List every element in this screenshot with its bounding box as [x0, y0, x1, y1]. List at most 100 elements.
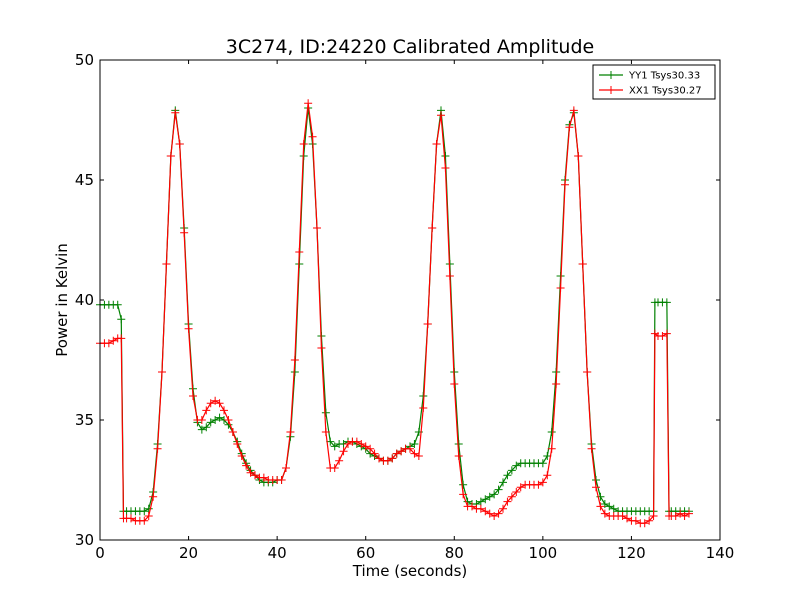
data-point	[476, 504, 485, 513]
data-point	[552, 380, 561, 388]
data-point	[609, 504, 618, 513]
data-point	[211, 396, 220, 405]
data-point	[441, 164, 450, 172]
data-point	[180, 228, 189, 237]
data-point	[680, 512, 689, 520]
data-point	[640, 519, 649, 528]
data-point	[459, 490, 468, 499]
data-point	[494, 485, 503, 494]
data-point	[499, 504, 507, 513]
data-point	[189, 392, 197, 400]
legend-label: XX1 Tsys30.27	[629, 86, 702, 97]
series-2	[96, 99, 693, 528]
data-point	[485, 492, 494, 501]
data-point	[317, 344, 326, 352]
x-tick-label: 100	[529, 544, 558, 562]
data-point	[166, 152, 175, 160]
data-point	[649, 512, 658, 520]
data-point	[587, 444, 596, 453]
y-axis: 30 35 40 45 50	[75, 51, 720, 549]
data-point	[242, 461, 251, 470]
data-point	[574, 152, 583, 160]
data-point	[304, 99, 313, 108]
data-point	[211, 416, 220, 424]
data-point	[410, 440, 419, 448]
data-point	[450, 380, 459, 388]
data-point	[538, 459, 547, 468]
data-point	[246, 468, 255, 477]
data-point	[419, 404, 428, 412]
data-point	[556, 284, 565, 292]
legend-box	[592, 64, 716, 100]
data-point	[454, 452, 463, 460]
data-point	[623, 514, 631, 523]
y-tick-label: 30	[75, 531, 94, 549]
data-point	[127, 514, 135, 523]
data-point	[144, 512, 153, 520]
x-tick-label: 20	[179, 544, 198, 562]
data-point	[140, 516, 149, 525]
data-point	[481, 507, 490, 516]
data-point	[441, 152, 450, 160]
data-point	[144, 504, 153, 513]
data-point	[543, 471, 552, 480]
data-point	[215, 413, 224, 422]
chart-title: 3C274, ID:24220 Calibrated Amplitude	[226, 36, 594, 58]
y-tick-label: 45	[75, 171, 94, 189]
data-point	[153, 444, 162, 453]
data-point	[335, 456, 344, 465]
y-tick-label: 35	[75, 411, 94, 429]
data-point	[375, 454, 383, 463]
data-point	[109, 336, 118, 345]
data-point	[600, 500, 609, 508]
data-point	[392, 449, 401, 458]
data-point	[202, 423, 211, 432]
data-point	[117, 315, 126, 324]
data-point	[507, 466, 516, 475]
y-tick-label: 40	[75, 291, 94, 309]
data-point	[432, 140, 441, 148]
data-point	[277, 476, 286, 484]
data-point	[215, 399, 224, 408]
data-point	[459, 480, 468, 489]
data-point	[366, 444, 375, 453]
data-point	[259, 473, 268, 482]
data-point	[206, 418, 215, 427]
data-point	[286, 428, 295, 436]
data-point	[494, 509, 503, 518]
data-point	[344, 440, 352, 448]
legend-item: XX1 Tsys30.27	[599, 86, 702, 97]
data-point	[476, 497, 485, 506]
data-point	[512, 488, 521, 496]
x-tick-label: 140	[706, 544, 735, 562]
data-point	[592, 483, 600, 492]
data-point	[299, 140, 308, 148]
data-point	[361, 442, 370, 451]
data-point	[321, 428, 330, 436]
x-tick-label: 120	[617, 544, 646, 562]
data-point	[149, 492, 158, 501]
data-point	[397, 447, 406, 456]
data-point	[330, 464, 339, 472]
data-point	[605, 502, 614, 511]
data-point	[295, 248, 304, 256]
data-point	[481, 495, 490, 504]
data-point	[428, 224, 437, 232]
x-axis-label: Time (seconds)	[352, 562, 468, 580]
data-point	[104, 339, 113, 348]
data-point	[282, 464, 290, 472]
data-point	[158, 368, 166, 376]
data-point	[224, 416, 233, 424]
data-point	[547, 428, 556, 436]
data-point	[113, 300, 122, 309]
data-point	[503, 471, 512, 480]
data-point	[383, 456, 392, 465]
data-point	[658, 332, 667, 340]
data-point	[618, 512, 627, 520]
data-point	[162, 260, 171, 268]
data-point	[251, 471, 259, 480]
data-point	[220, 406, 228, 415]
data-point	[662, 329, 671, 338]
data-point	[140, 507, 149, 516]
data-point	[516, 483, 525, 492]
